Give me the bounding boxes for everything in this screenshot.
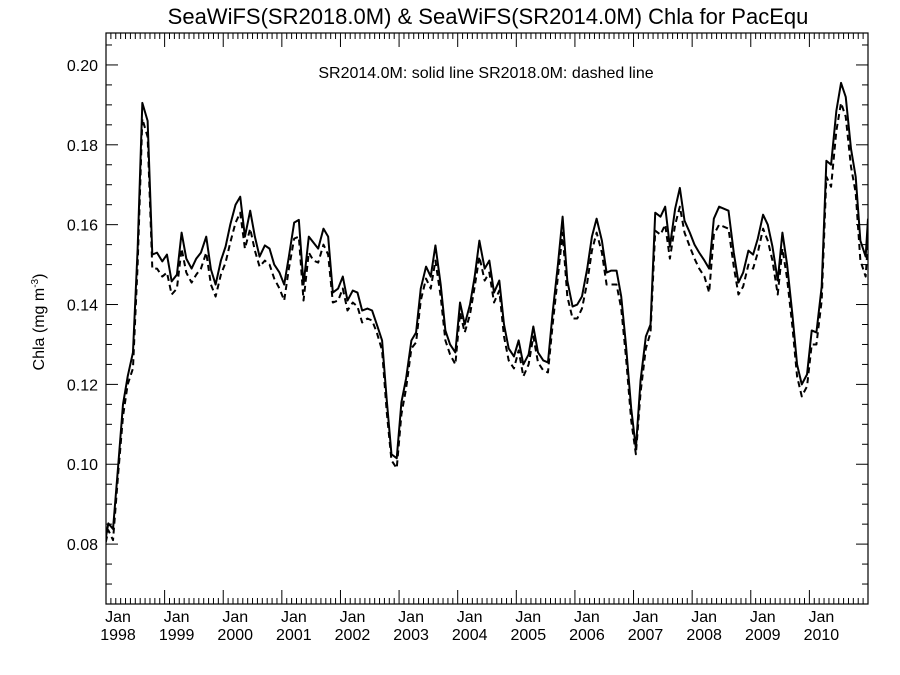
- x-tick-year-label: 2004: [452, 627, 488, 644]
- plot-frame: [105, 32, 869, 605]
- x-tick-month-label: Jan: [574, 609, 600, 626]
- x-tick-year-label: 2007: [628, 627, 664, 644]
- y-axis-label: Chla (mg m-3): [30, 274, 48, 371]
- x-tick-month-label: Jan: [633, 609, 659, 626]
- x-tick-month-label: Jan: [222, 609, 248, 626]
- x-tick-month-label: Jan: [340, 609, 366, 626]
- x-tick-month-label: Jan: [808, 609, 834, 626]
- x-tick-year-label: 2006: [569, 627, 605, 644]
- series-line-sr2014-0m: [106, 81, 868, 543]
- x-tick-year-label: 2005: [511, 627, 547, 644]
- x-tick-year-label: 2003: [393, 627, 429, 644]
- x-tick-year-label: 2001: [276, 627, 312, 644]
- x-tick-year-label: 1999: [159, 627, 195, 644]
- y-axis-label-superscript: -3: [30, 278, 41, 287]
- x-tick-month-label: Jan: [164, 609, 190, 626]
- x-tick-month-label: Jan: [750, 609, 776, 626]
- series-layer: [106, 81, 868, 546]
- x-tick-year-label: 2000: [217, 627, 253, 644]
- x-tick-month-label: Jan: [398, 609, 424, 626]
- x-tick-month-label: Jan: [105, 609, 131, 626]
- x-tick-year-label: 2009: [745, 627, 781, 644]
- x-tick-month-label: Jan: [281, 609, 307, 626]
- y-axis-label-close: ): [31, 274, 48, 279]
- y-tick-label: 0.18: [67, 138, 98, 155]
- y-tick-label: 0.20: [67, 58, 98, 75]
- chart-title: SeaWiFS(SR2018.0M) & SeaWiFS(SR2014.0M) …: [168, 4, 809, 29]
- line-style-annotation: SR2014.0M: solid line SR2018.0M: dashed …: [318, 65, 653, 82]
- y-axis-label-main: Chla (mg m: [31, 288, 48, 371]
- axis-ticks-layer: 0.080.100.120.140.160.180.20Jan1998Jan19…: [67, 33, 869, 644]
- y-tick-label: 0.12: [67, 377, 98, 394]
- y-tick-label: 0.10: [67, 457, 98, 474]
- y-tick-label: 0.14: [67, 298, 98, 315]
- x-tick-month-label: Jan: [691, 609, 717, 626]
- x-tick-year-label: 1998: [100, 627, 136, 644]
- series-line-sr2018-0m: [106, 101, 868, 546]
- y-tick-label: 0.16: [67, 218, 98, 235]
- y-tick-label: 0.08: [67, 537, 98, 554]
- x-tick-year-label: 2008: [686, 627, 722, 644]
- x-tick-month-label: Jan: [457, 609, 483, 626]
- x-tick-month-label: Jan: [515, 609, 541, 626]
- x-tick-year-label: 2002: [335, 627, 371, 644]
- x-tick-year-label: 2010: [804, 627, 840, 644]
